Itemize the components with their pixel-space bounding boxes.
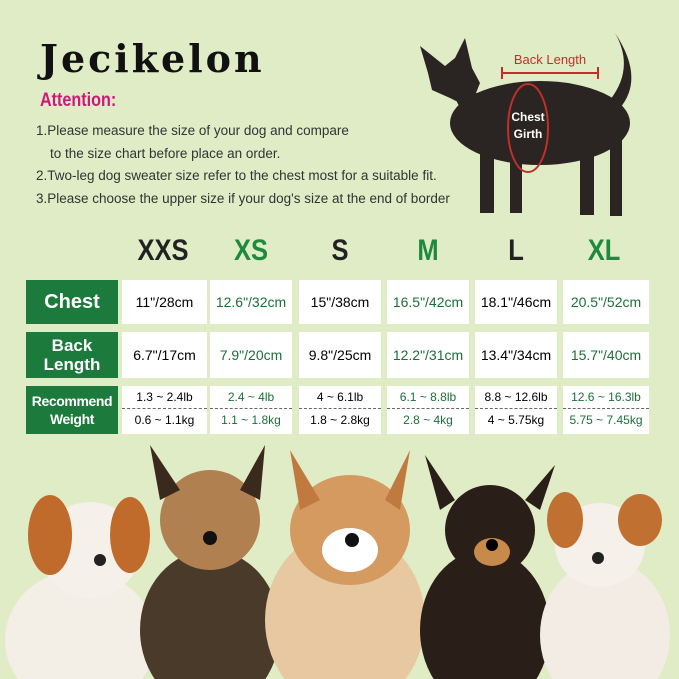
dog-silhouette-icon: [420, 33, 632, 216]
size-xl: XL: [587, 234, 621, 267]
back-length-cell-m: 12.2"/31cm: [387, 332, 469, 378]
row-label-recommend: Recommend: [31, 393, 113, 409]
weight-kg: 1.1 ~ 1.8kg: [221, 413, 281, 427]
attention-heading: Attention:: [40, 90, 117, 111]
notes: 1.Please measure the size of your dog an…: [36, 120, 476, 210]
weight-kg: 0.6 ~ 1.1kg: [134, 413, 195, 427]
row-label-length: Length: [43, 355, 101, 374]
weight-kg: 5.75 ~ 7.45kg: [569, 413, 643, 427]
size-l: L: [508, 234, 524, 267]
weight-kg: 2.8 ~ 4kg: [403, 413, 453, 427]
row-label-weight-word: Weight: [49, 411, 94, 427]
dog-measurement-diagram: Back Length Chest Girth: [420, 33, 632, 216]
size-s: S: [331, 234, 349, 267]
back-length-cell-l: 13.4"/34cm: [475, 332, 557, 378]
weight-lb: 8.8 ~ 12.6lb: [475, 386, 557, 409]
chest-cell-m: 16.5"/42cm: [387, 280, 469, 324]
back-length-cell-xxs: 6.7"/17cm: [122, 332, 207, 378]
note-3: 3.Please choose the upper size if your d…: [36, 190, 450, 206]
chest-girth-label: Chest: [511, 110, 544, 124]
dog-4-image: [420, 455, 555, 679]
weight-lb: 12.6 ~ 16.3lb: [563, 386, 649, 409]
size-header-row: XXS XS S M L XL: [0, 234, 679, 272]
chest-girth-label-2: Girth: [514, 127, 543, 141]
weight-cell-xs: 2.4 ~ 4lb 1.1 ~ 1.8kg: [210, 386, 292, 434]
chest-cell-xl: 20.5"/52cm: [563, 280, 649, 324]
back-length-label: Back Length: [514, 52, 586, 67]
size-xs: XS: [233, 234, 269, 267]
weight-cell-s: 4 ~ 6.1lb 1.8 ~ 2.8kg: [299, 386, 381, 434]
size-m: M: [417, 234, 439, 267]
weight-kg: 1.8 ~ 2.8kg: [310, 413, 370, 427]
weight-cell-l: 8.8 ~ 12.6lb 4 ~ 5.75kg: [475, 386, 557, 434]
weight-lb: 4 ~ 6.1lb: [299, 386, 381, 409]
weight-cell-xl: 12.6 ~ 16.3lb 5.75 ~ 7.45kg: [563, 386, 649, 434]
weight-lb: 1.3 ~ 2.4lb: [122, 386, 207, 409]
weight-cell-m: 6.1 ~ 8.8lb 2.8 ~ 4kg: [387, 386, 469, 434]
dog-1-image: [5, 495, 155, 679]
dog-5-image: [540, 492, 670, 679]
row-label-back-length: Back Length: [26, 332, 118, 378]
back-length-cell-s: 9.8"/25cm: [299, 332, 381, 378]
back-length-cell-xs: 7.9"/20cm: [210, 332, 292, 378]
brand-title: Jecikelon: [40, 36, 265, 81]
weight-lb: 6.1 ~ 8.8lb: [387, 386, 469, 409]
note-1-cont: to the size chart before place an order.: [50, 145, 281, 161]
chest-cell-s: 15"/38cm: [299, 280, 381, 324]
chest-cell-l: 18.1"/46cm: [475, 280, 557, 324]
note-1: 1.Please measure the size of your dog an…: [36, 123, 349, 138]
dogs-photo: [5, 445, 670, 679]
weight-cell-xxs: 1.3 ~ 2.4lb 0.6 ~ 1.1kg: [122, 386, 207, 434]
row-label-back: Back: [51, 336, 93, 355]
chest-cell-xs: 12.6"/32cm: [210, 280, 292, 324]
row-label-chest: Chest: [26, 280, 118, 324]
row-label-weight: Recommend Weight: [26, 386, 118, 434]
dog-2-image: [140, 445, 280, 679]
chest-cell-xxs: 11"/28cm: [122, 280, 207, 324]
back-length-cell-xl: 15.7"/40cm: [563, 332, 649, 378]
note-2: 2.Two-leg dog sweater size refer to the …: [36, 168, 437, 183]
size-xxs: XXS: [137, 234, 189, 267]
weight-lb: 2.4 ~ 4lb: [210, 386, 292, 409]
weight-kg: 4 ~ 5.75kg: [487, 413, 545, 427]
dog-3-image: [265, 450, 425, 679]
